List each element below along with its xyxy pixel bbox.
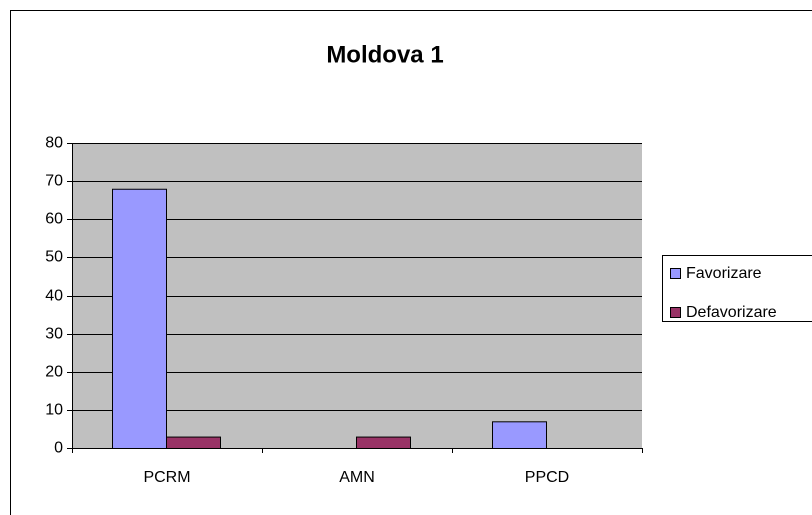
y-tick-label: 0 [54,440,63,457]
y-tick-label: 40 [45,288,63,305]
y-tick-label: 60 [45,211,63,228]
bar [492,421,547,449]
x-tick-label: PPCD [525,469,569,486]
y-tick-label: 10 [45,402,63,419]
x-tick-label: AMN [339,469,375,486]
y-tick-label: 70 [45,173,63,190]
legend-swatch [670,268,681,279]
y-tick-label: 20 [45,364,63,381]
legend-swatch [670,307,681,318]
y-tick-label: 80 [45,135,63,152]
x-tick-label: PCRM [143,469,190,486]
chart-title: Moldova 1 [326,41,443,68]
legend-label: Defavorizare [686,304,777,321]
legend-label: Favorizare [686,265,762,282]
y-tick-label: 50 [45,249,63,266]
y-tick-label: 30 [45,326,63,343]
legend-box [662,255,812,322]
bar [112,188,167,449]
bar [356,436,411,449]
bar [166,436,221,449]
